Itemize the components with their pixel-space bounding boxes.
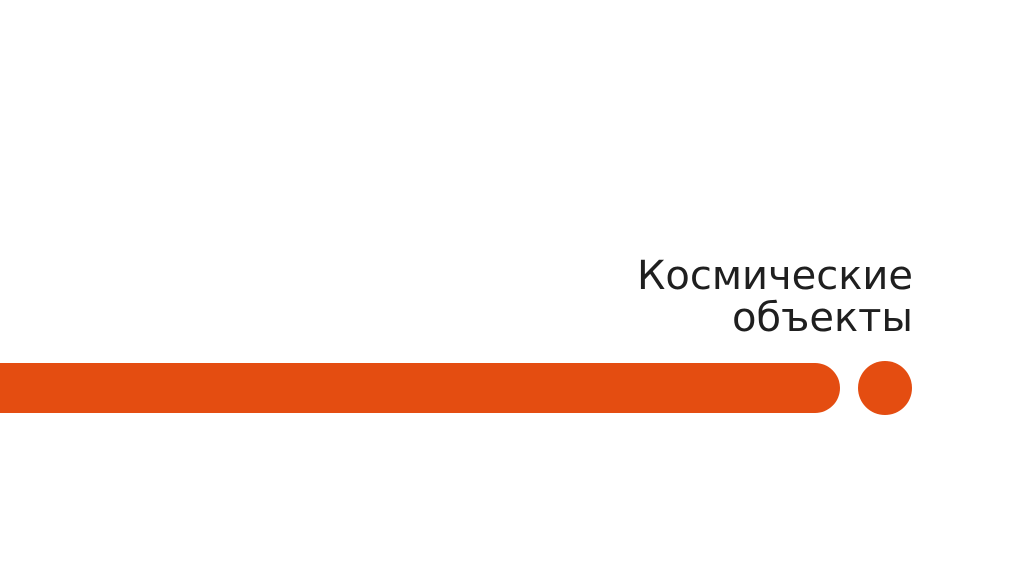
accent-dot	[858, 361, 912, 415]
slide-title: Космические объекты	[637, 255, 913, 339]
slide-title-line-1: Космические	[636, 253, 913, 299]
slide-title-line-2: объекты	[731, 295, 913, 341]
accent-bar	[0, 363, 840, 413]
